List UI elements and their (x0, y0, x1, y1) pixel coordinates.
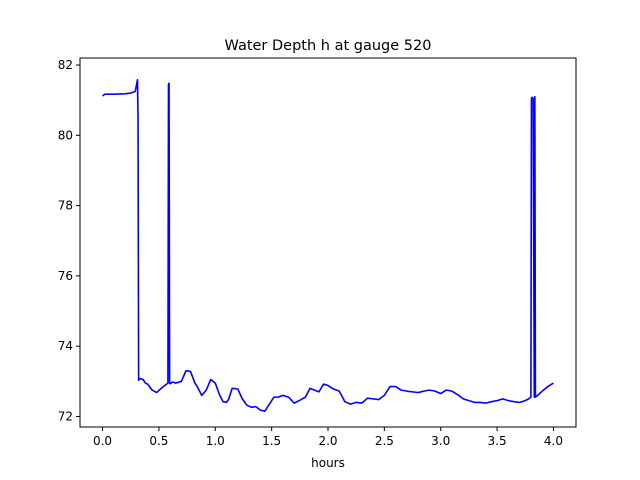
y-tick-label: 82 (58, 58, 73, 72)
y-tick-label: 74 (58, 339, 73, 353)
x-tick-label: 0.0 (93, 434, 112, 448)
y-axis-ticks: 72 74 76 78 80 82 (58, 58, 80, 423)
y-tick-label: 78 (58, 199, 73, 213)
y-tick-label: 72 (58, 409, 73, 423)
x-tick-label: 2.5 (375, 434, 394, 448)
x-axis-label: hours (311, 456, 345, 470)
series-line (102, 78, 554, 412)
plot-frame (79, 57, 577, 428)
x-tick-label: 1.5 (262, 434, 281, 448)
x-tick-label: 1.0 (206, 434, 225, 448)
x-tick-label: 0.5 (149, 434, 168, 448)
x-tick-label: 4.0 (544, 434, 563, 448)
plot-area (80, 58, 576, 427)
x-tick-label: 3.0 (431, 434, 450, 448)
y-tick-label: 76 (58, 269, 73, 283)
plot-background (80, 58, 576, 427)
chart-title: Water Depth h at gauge 520 (225, 38, 432, 54)
x-tick-label: 3.5 (488, 434, 507, 448)
x-tick-label: 2.0 (318, 434, 337, 448)
y-tick-label: 80 (58, 128, 73, 142)
x-axis-ticks: 0.0 0.5 1.0 1.5 2.0 2.5 3.0 3.5 4.0 (93, 427, 563, 448)
